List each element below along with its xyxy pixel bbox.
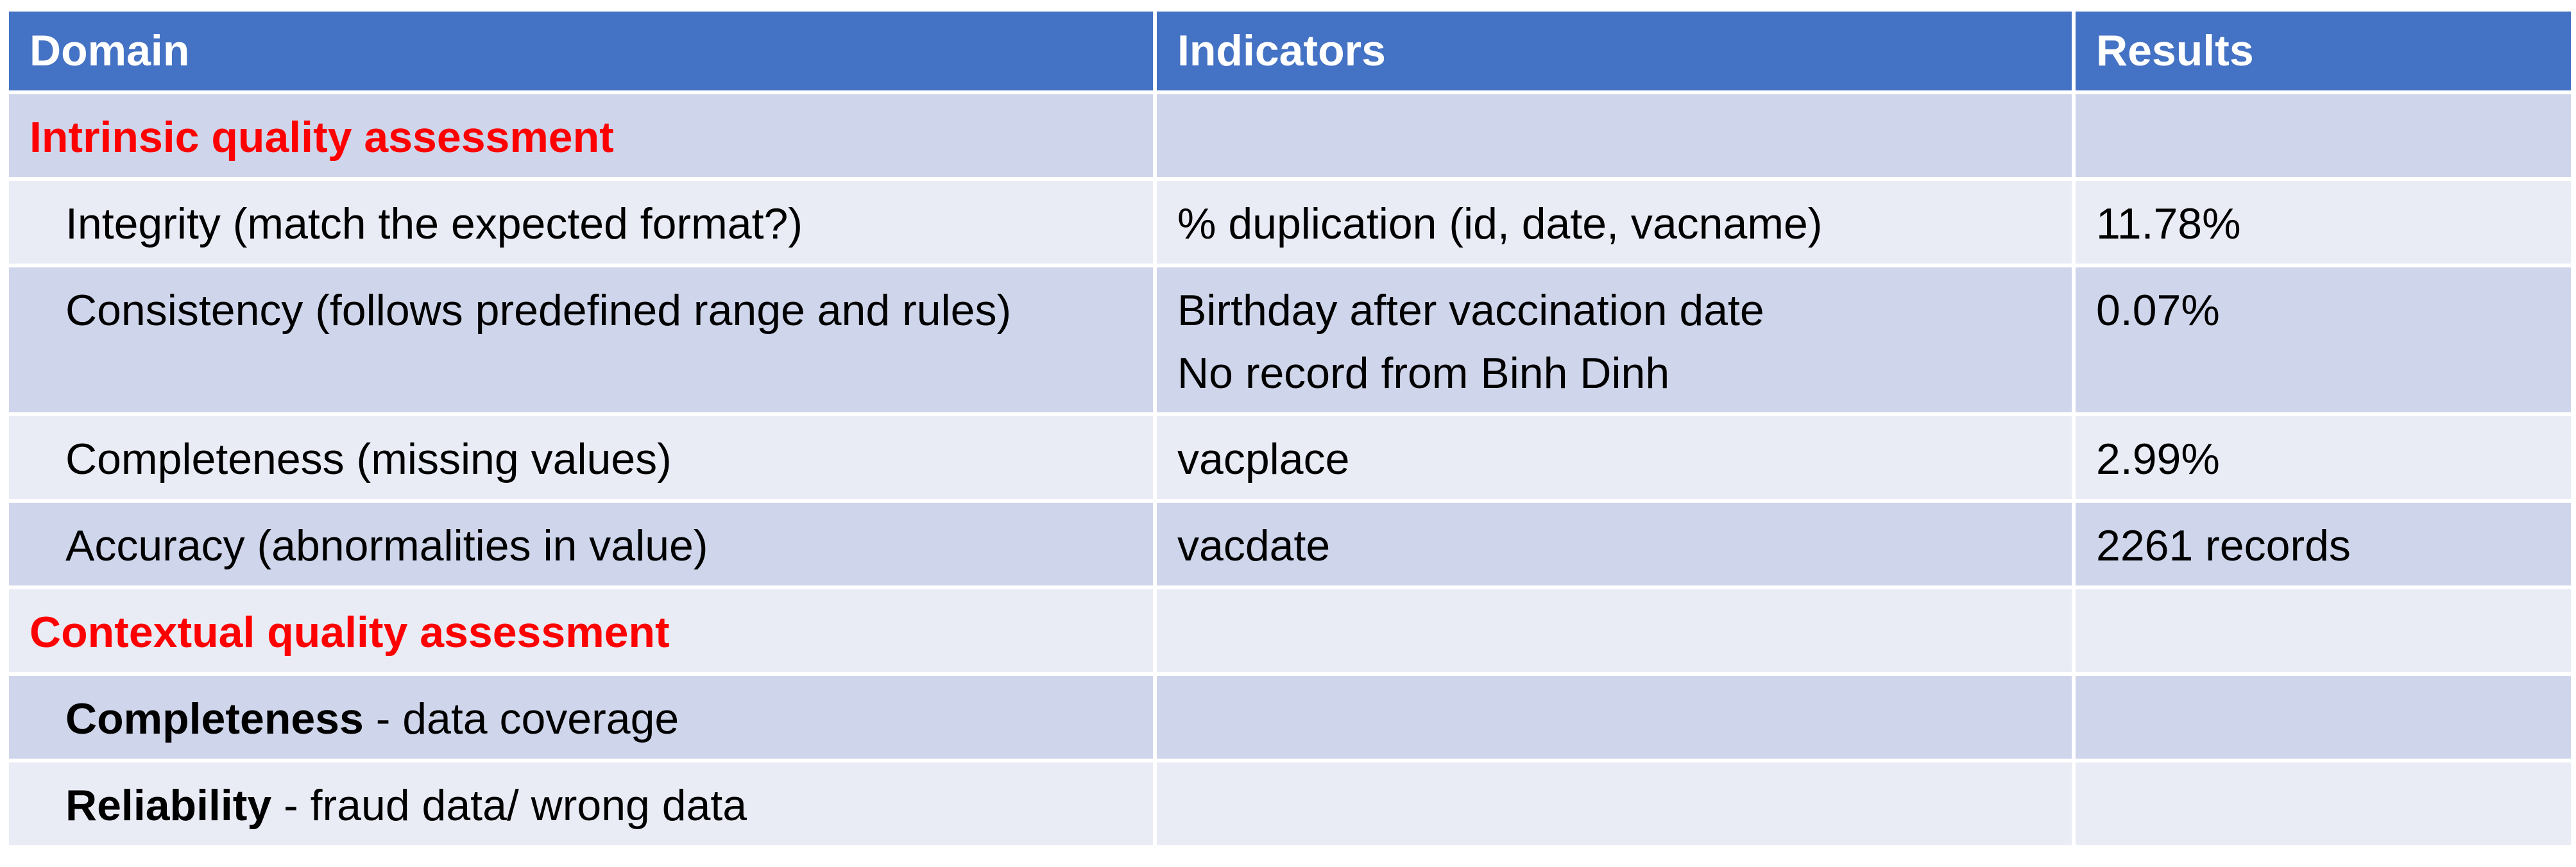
indicator-integrity: % duplication (id, date, vacname): [1153, 177, 2076, 268]
table-row-reliability: Reliability - fraud data/ wrong data: [5, 758, 2575, 850]
domain-completeness: Completeness (missing values): [5, 412, 1157, 503]
indicator-consistency-line2: No record from Binh Dinh: [1177, 349, 1670, 398]
table-row-contextual-completeness: Completeness - data coverage: [5, 671, 2575, 762]
empty-cell: [1153, 671, 2076, 762]
term-completeness: Completeness: [65, 694, 364, 743]
result-accuracy: 2261 records: [2072, 498, 2575, 589]
section-title-contextual: Contextual quality assessment: [5, 585, 1157, 676]
section-row-intrinsic: Intrinsic quality assessment: [5, 90, 2575, 181]
domain-accuracy: Accuracy (abnormalities in value): [5, 498, 1157, 589]
header-row: Domain Indicators Results: [5, 8, 2575, 94]
header-indicators: Indicators: [1153, 8, 2076, 94]
result-integrity: 11.78%: [2072, 177, 2575, 268]
empty-cell: [1153, 758, 2076, 850]
indicator-accuracy: vacdate: [1153, 498, 2076, 589]
empty-cell: [2072, 671, 2575, 762]
empty-cell: [2072, 90, 2575, 181]
desc-completeness: - data coverage: [363, 694, 679, 743]
empty-cell: [1153, 585, 2076, 676]
table-row-consistency: Consistency (follows predefined range an…: [5, 264, 2575, 416]
data-quality-table: Domain Indicators Results Intrinsic qual…: [5, 8, 2575, 850]
empty-cell: [1153, 90, 2076, 181]
table-row-completeness: Completeness (missing values) vacplace 2…: [5, 412, 2575, 503]
desc-reliability: - fraud data/ wrong data: [271, 780, 747, 830]
header-domain: Domain: [5, 8, 1157, 94]
table-row-accuracy: Accuracy (abnormalities in value) vacdat…: [5, 498, 2575, 589]
result-completeness: 2.99%: [2072, 412, 2575, 503]
indicator-consistency-line1: Birthday after vaccination date: [1177, 286, 1764, 335]
domain-consistency: Consistency (follows predefined range an…: [5, 264, 1157, 416]
domain-integrity: Integrity (match the expected format?): [5, 177, 1157, 268]
indicator-completeness: vacplace: [1153, 412, 2076, 503]
result-consistency: 0.07%: [2072, 264, 2575, 416]
empty-cell: [2072, 585, 2575, 676]
empty-cell: [2072, 758, 2575, 850]
indicator-consistency: Birthday after vaccination date No recor…: [1153, 264, 2076, 416]
section-title-intrinsic: Intrinsic quality assessment: [5, 90, 1157, 181]
header-results: Results: [2072, 8, 2575, 94]
term-reliability: Reliability: [65, 780, 272, 830]
domain-contextual-completeness: Completeness - data coverage: [5, 671, 1157, 762]
section-row-contextual: Contextual quality assessment: [5, 585, 2575, 676]
table-row-integrity: Integrity (match the expected format?) %…: [5, 177, 2575, 268]
domain-reliability: Reliability - fraud data/ wrong data: [5, 758, 1157, 850]
